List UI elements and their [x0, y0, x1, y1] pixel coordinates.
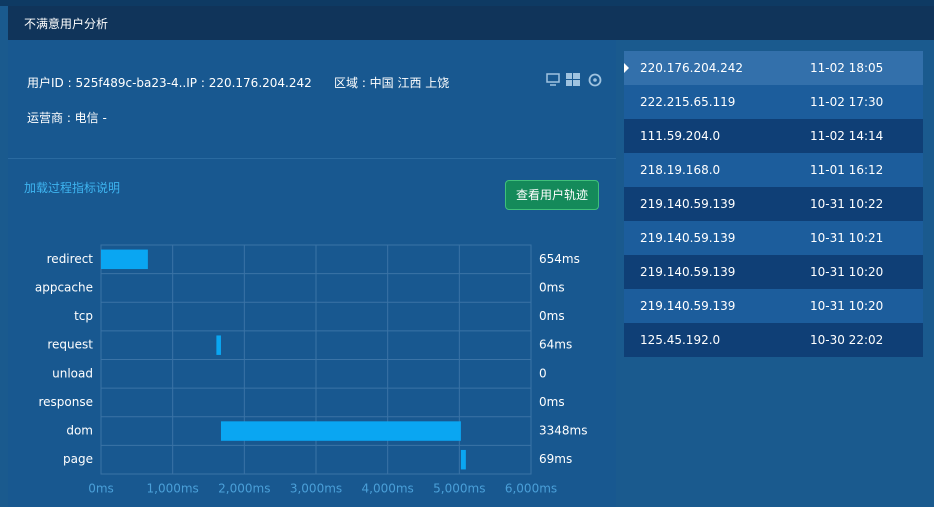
y-tick-label: response: [38, 395, 93, 409]
x-tick-label: 1,000ms: [147, 482, 199, 496]
session-time: 10-30 22:02: [810, 333, 884, 347]
session-row[interactable]: 222.215.65.119 11-02 17:30: [624, 85, 923, 119]
chart: 0ms 1,000ms 2,000ms 3,000ms 4,000ms 5,000ms 6,…: [35, 244, 587, 496]
session-time: 11-02 17:30: [810, 95, 884, 109]
session-ip: 220.176.204.242: [640, 61, 744, 75]
session-time: 11-02 14:14: [810, 129, 884, 143]
session-row[interactable]: 218.19.168.0 11-01 16:12: [624, 153, 923, 187]
isp-info: 运营商 : 电信 -: [27, 111, 107, 125]
session-ip: 219.140.59.139: [640, 231, 736, 245]
session-ip: 111.59.204.0: [640, 129, 721, 143]
help-link[interactable]: 加载过程指标说明: [24, 181, 121, 195]
value-label: 0ms: [539, 395, 565, 409]
bar: [101, 249, 148, 270]
x-tick-label: 6,000ms: [505, 482, 557, 496]
x-tick-label: 4,000ms: [362, 482, 414, 496]
session-ip: 219.140.59.139: [640, 265, 736, 279]
y-tick-label: redirect: [47, 252, 94, 266]
session-time: 11-02 18:05: [810, 61, 884, 75]
session-ip: 219.140.59.139: [640, 299, 736, 313]
session-row[interactable]: 111.59.204.0 11-02 14:14: [624, 119, 923, 153]
value-label: 3348ms: [539, 424, 587, 438]
value-label: 69ms: [539, 452, 572, 466]
divider: [8, 158, 616, 159]
selected-arrow: [624, 63, 629, 73]
y-tick-label: dom: [66, 424, 93, 438]
session-row[interactable]: 219.140.59.139 10-31 10:20: [624, 289, 923, 323]
session-time: 11-01 16:12: [810, 163, 884, 177]
track-button[interactable]: 查看用户轨迹: [505, 180, 599, 210]
bar: [220, 421, 461, 441]
region-info: 区域 : 中国 江西 上饶: [334, 76, 450, 90]
x-tick-label: 0ms: [88, 482, 114, 496]
session-ip: 219.140.59.139: [640, 197, 736, 211]
session-time: 10-31 10:20: [810, 265, 884, 279]
x-tick-label: 3,000ms: [290, 482, 342, 496]
session-time: 10-31 10:21: [810, 231, 884, 245]
bar: [460, 449, 466, 470]
header: 不满意用户分析: [8, 6, 934, 40]
session-row[interactable]: 220.176.204.242 11-02 18:05: [624, 51, 923, 85]
y-tick-label: page: [63, 452, 93, 466]
bar: [216, 335, 221, 355]
header-title: 不满意用户分析: [24, 17, 109, 31]
value-label: 0ms: [539, 280, 565, 294]
session-ip: 222.215.65.119: [640, 95, 736, 109]
session-ip: 125.45.192.0: [640, 333, 721, 347]
session-row[interactable]: 219.140.59.139 10-31 10:22: [624, 187, 923, 221]
session-list: 220.176.204.242 11-02 18:05 222.215.65.119…: [624, 51, 923, 357]
value-label: 654ms: [539, 252, 580, 266]
user-info: 用户ID : 525f489c-ba23-4..IP : 220.176.204…: [27, 76, 312, 90]
session-row[interactable]: 125.45.192.0 10-30 22:02: [624, 323, 923, 357]
session-ip: 218.19.168.0: [640, 163, 721, 177]
value-label: 64ms: [539, 338, 572, 352]
top-strip: [0, 0, 934, 6]
y-tick-label: request: [47, 338, 93, 352]
value-label: 0ms: [539, 309, 565, 323]
session-time: 10-31 10:20: [810, 299, 884, 313]
device-icons: [546, 73, 602, 87]
y-tick-label: unload: [52, 366, 93, 380]
session-row[interactable]: 219.140.59.139 10-31 10:20: [624, 255, 923, 289]
value-label: 0: [539, 366, 547, 380]
y-tick-label: tcp: [74, 309, 93, 323]
y-tick-label: appcache: [35, 280, 93, 294]
x-tick-label: 5,000ms: [433, 482, 485, 496]
x-tick-label: 2,000ms: [218, 482, 270, 496]
session-row[interactable]: 219.140.59.139 10-31 10:21: [624, 221, 923, 255]
session-time: 10-31 10:22: [810, 197, 884, 211]
